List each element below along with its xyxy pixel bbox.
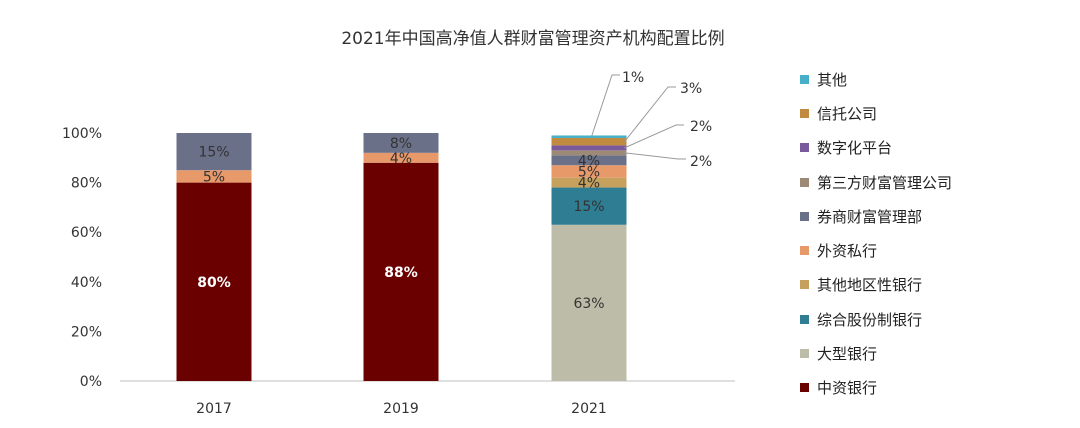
bar-segment (551, 165, 627, 178)
legend-item: 其他地区性银行 (800, 268, 1060, 302)
legend-label: 外资私行 (817, 242, 878, 261)
callout-label: 1% (622, 70, 644, 86)
legend-item: 第三方财富管理公司 (800, 165, 1060, 199)
legend-swatch (800, 314, 809, 324)
legend-swatch (800, 108, 809, 118)
y-tick-label: 20% (71, 324, 102, 340)
legend-label: 其他地区性银行 (817, 276, 923, 295)
bar-segment (363, 162, 439, 381)
bar-segment (551, 145, 627, 151)
data-label: 5% (578, 164, 600, 180)
bar-segment (551, 155, 627, 166)
x-tick-label: 2019 (383, 401, 419, 417)
legend-label: 数字化平台 (817, 139, 893, 158)
bar-segment (363, 152, 439, 163)
callout-leader-line (624, 152, 686, 160)
bar-segment (551, 177, 627, 188)
data-label: 88% (384, 265, 418, 281)
callout-leader-line (624, 124, 684, 149)
legend-item: 综合股份制银行 (800, 302, 1060, 336)
y-tick-label: 40% (71, 275, 102, 291)
legend-label: 综合股份制银行 (817, 310, 923, 329)
legend-swatch (800, 143, 809, 153)
legend-swatch (800, 177, 809, 187)
data-label: 15% (573, 199, 604, 215)
callout-group: 1% 3% 2% 2% (591, 70, 712, 170)
data-label: 4% (390, 151, 412, 167)
legend-label: 大型银行 (817, 345, 878, 364)
bar-segment (551, 150, 627, 156)
callout-leader-line (591, 74, 620, 137)
bar-segment (551, 187, 627, 225)
legend-item: 信托公司 (800, 96, 1060, 130)
legend-item: 大型银行 (800, 336, 1060, 370)
callout-label: 2% (690, 119, 712, 135)
segment-label-group: 80%5%15%88%4%8%63%15%4%5%4% (197, 136, 604, 312)
callout-label: 2% (690, 154, 712, 170)
data-label: 4% (578, 176, 600, 192)
data-label: 63% (573, 296, 604, 312)
y-tick-label: 60% (71, 225, 102, 241)
legend-label: 信托公司 (817, 104, 878, 123)
bar-segment (551, 137, 627, 146)
legend-label: 其他 (817, 70, 848, 89)
data-label: 4% (578, 153, 600, 169)
legend-item: 券商财富管理部 (800, 199, 1060, 233)
callout-leader-line (624, 86, 676, 142)
bar-segment (551, 135, 627, 138)
legend-swatch (800, 280, 809, 290)
axes: 0% 20% 40% 60% 80% 100% 2017 2019 2021 (62, 126, 735, 417)
bar-segment (551, 224, 627, 381)
legend-swatch (800, 74, 809, 84)
x-tick-label: 2021 (571, 401, 607, 417)
legend-label: 中资银行 (817, 379, 878, 398)
y-tick-label: 100% (62, 126, 102, 142)
legend-item: 其他 (800, 62, 1060, 96)
legend-item: 外资私行 (800, 233, 1060, 267)
legend-label: 券商财富管理部 (817, 207, 923, 226)
data-label: 5% (203, 169, 225, 185)
bar-segment (176, 133, 252, 171)
callout-label: 3% (680, 81, 702, 97)
bar-stack-group (176, 133, 627, 381)
data-label: 8% (390, 136, 412, 152)
chart-legend: 其他信托公司数字化平台第三方财富管理公司 券商财富管理部 外资私行其他地区性银行 综合… (800, 62, 1060, 405)
legend-label: 第三方财富管理公司 (817, 173, 953, 192)
data-label: 15% (198, 145, 229, 161)
y-tick-label: 80% (71, 176, 102, 192)
y-tick-label: 0% (80, 374, 102, 390)
legend-swatch (800, 383, 809, 393)
chart-title: 2021年中国高净值人群财富管理资产机构配置比例 (341, 29, 724, 49)
legend-item: 数字化平台 (800, 131, 1060, 165)
legend-item: 中资银行 (800, 371, 1060, 405)
legend-swatch (800, 349, 809, 359)
data-label: 80% (197, 275, 231, 291)
legend-swatch (800, 246, 809, 256)
bar-segment (176, 182, 252, 381)
legend-swatch (800, 211, 809, 221)
x-tick-label: 2017 (196, 401, 232, 417)
bar-segment (176, 170, 252, 183)
bar-segment (363, 133, 439, 153)
